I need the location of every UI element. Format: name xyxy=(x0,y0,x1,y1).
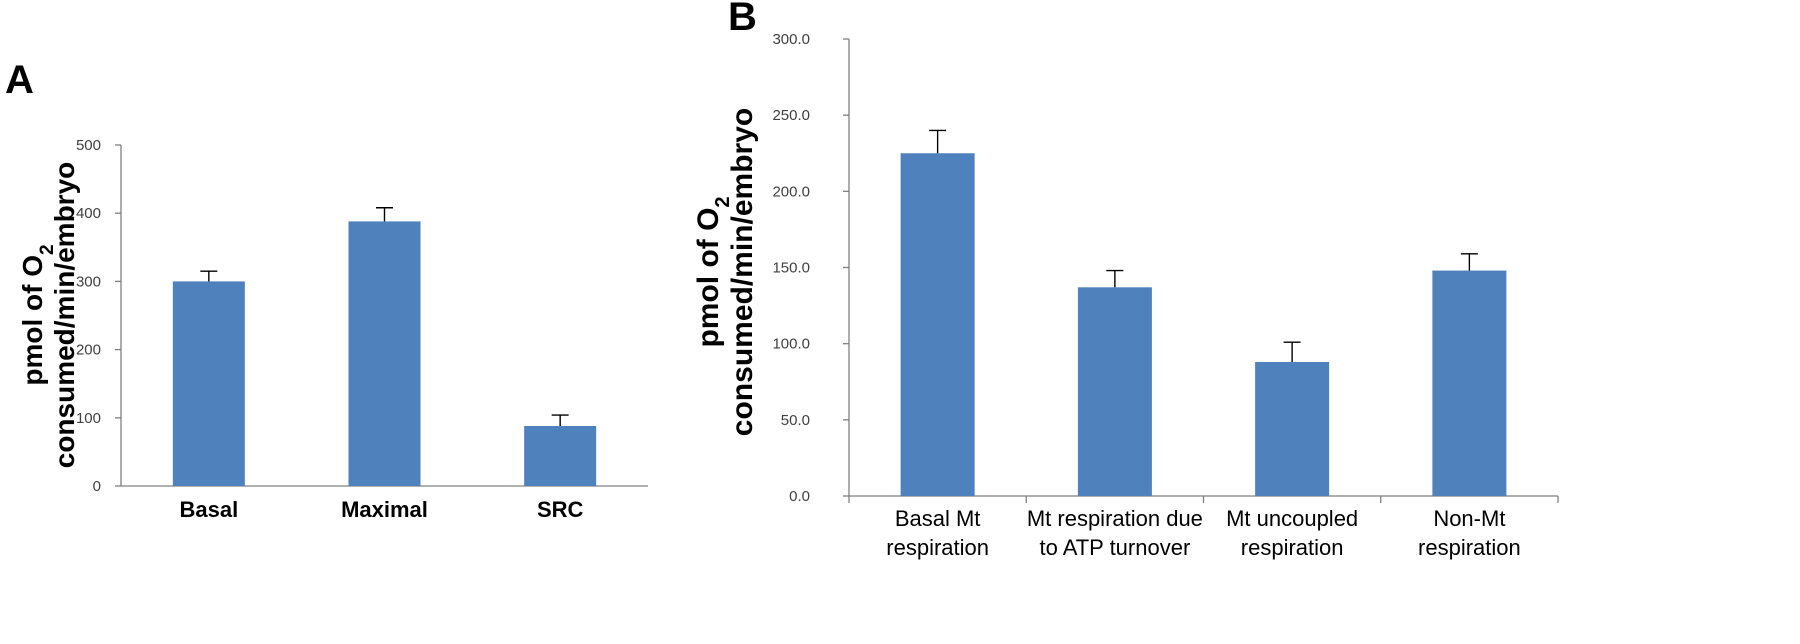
x-tick-label-b: Non-Mt respiration xyxy=(1418,506,1521,560)
x-tick-label-line: SRC xyxy=(537,497,584,522)
panel-label-a: A xyxy=(5,58,34,102)
x-tick-label-a: SRC xyxy=(537,497,584,522)
y-tick-label-b: 300.0 xyxy=(772,31,810,48)
y-axis-label-b-line2: consumed/min/embryo xyxy=(726,108,759,436)
chart-a: A pmol of O2 consumed/min/embryo 0 100 200… xyxy=(5,58,648,522)
x-tick-label-line: Basal xyxy=(179,497,238,522)
y-tick-label-a: 200 xyxy=(76,342,101,359)
y-tick-label-a: 100 xyxy=(76,410,101,427)
y-tick-label-a: 300 xyxy=(76,273,101,290)
bar-b xyxy=(1077,287,1152,496)
y-tick-label-b: 200.0 xyxy=(772,183,810,200)
x-tick-label-line: respiration xyxy=(1241,535,1344,560)
panel-label-b: B xyxy=(728,0,757,39)
x-tick-label-a: Maximal xyxy=(341,497,428,522)
y-tick-label-b: 100.0 xyxy=(772,336,810,353)
x-tick-label-line: respiration xyxy=(886,535,989,560)
bar-a xyxy=(172,281,245,486)
x-tick-label-line: to ATP turnover xyxy=(1039,535,1190,560)
x-tick-label-line: Maximal xyxy=(341,497,428,522)
y-axis-label-a-line1: pmol of O2 xyxy=(17,244,58,385)
x-tick-label-line: Mt respiration due xyxy=(1027,506,1203,531)
bar-b xyxy=(1255,361,1330,496)
y-axis-label-a-text: pmol of O xyxy=(17,255,48,386)
x-tick-label-b: Basal Mt respiration xyxy=(886,506,989,560)
bar-b xyxy=(900,153,975,496)
y-tick-label-a: 400 xyxy=(76,205,101,222)
x-tick-label-b: Mt respiration due to ATP turnover xyxy=(1027,506,1203,560)
x-tick-label-a: Basal xyxy=(179,497,238,522)
y-tick-label-a: 0 xyxy=(93,478,101,495)
bar-a xyxy=(348,221,421,486)
x-tick-label-line: respiration xyxy=(1418,535,1521,560)
x-tick-label-b: Mt uncoupled respiration xyxy=(1226,506,1358,560)
y-axis-label-b-line1: pmol of O2 xyxy=(692,196,734,347)
bar-b xyxy=(1432,270,1507,496)
chart-b: B pmol of O2 consumed/min/embryo 0.0 50.0… xyxy=(692,0,1559,560)
y-axis-label-b-subscript: 2 xyxy=(712,196,734,207)
y-axis-label-a-line2: consumed/min/embryo xyxy=(49,162,80,469)
y-axis-label-a-subscript: 2 xyxy=(37,244,58,255)
y-tick-label-b: 50.0 xyxy=(781,412,810,429)
y-tick-label-b: 250.0 xyxy=(772,107,810,124)
x-tick-label-line: Basal Mt xyxy=(895,506,981,531)
y-tick-label-b: 150.0 xyxy=(772,260,810,277)
y-tick-label-b: 0.0 xyxy=(789,488,810,505)
x-tick-label-line: Non-Mt xyxy=(1433,506,1505,531)
y-axis-label-b-text: pmol of O xyxy=(692,208,725,348)
bar-a xyxy=(524,425,597,486)
x-tick-label-line: Mt uncoupled xyxy=(1226,506,1358,531)
y-tick-label-a: 500 xyxy=(76,137,101,154)
